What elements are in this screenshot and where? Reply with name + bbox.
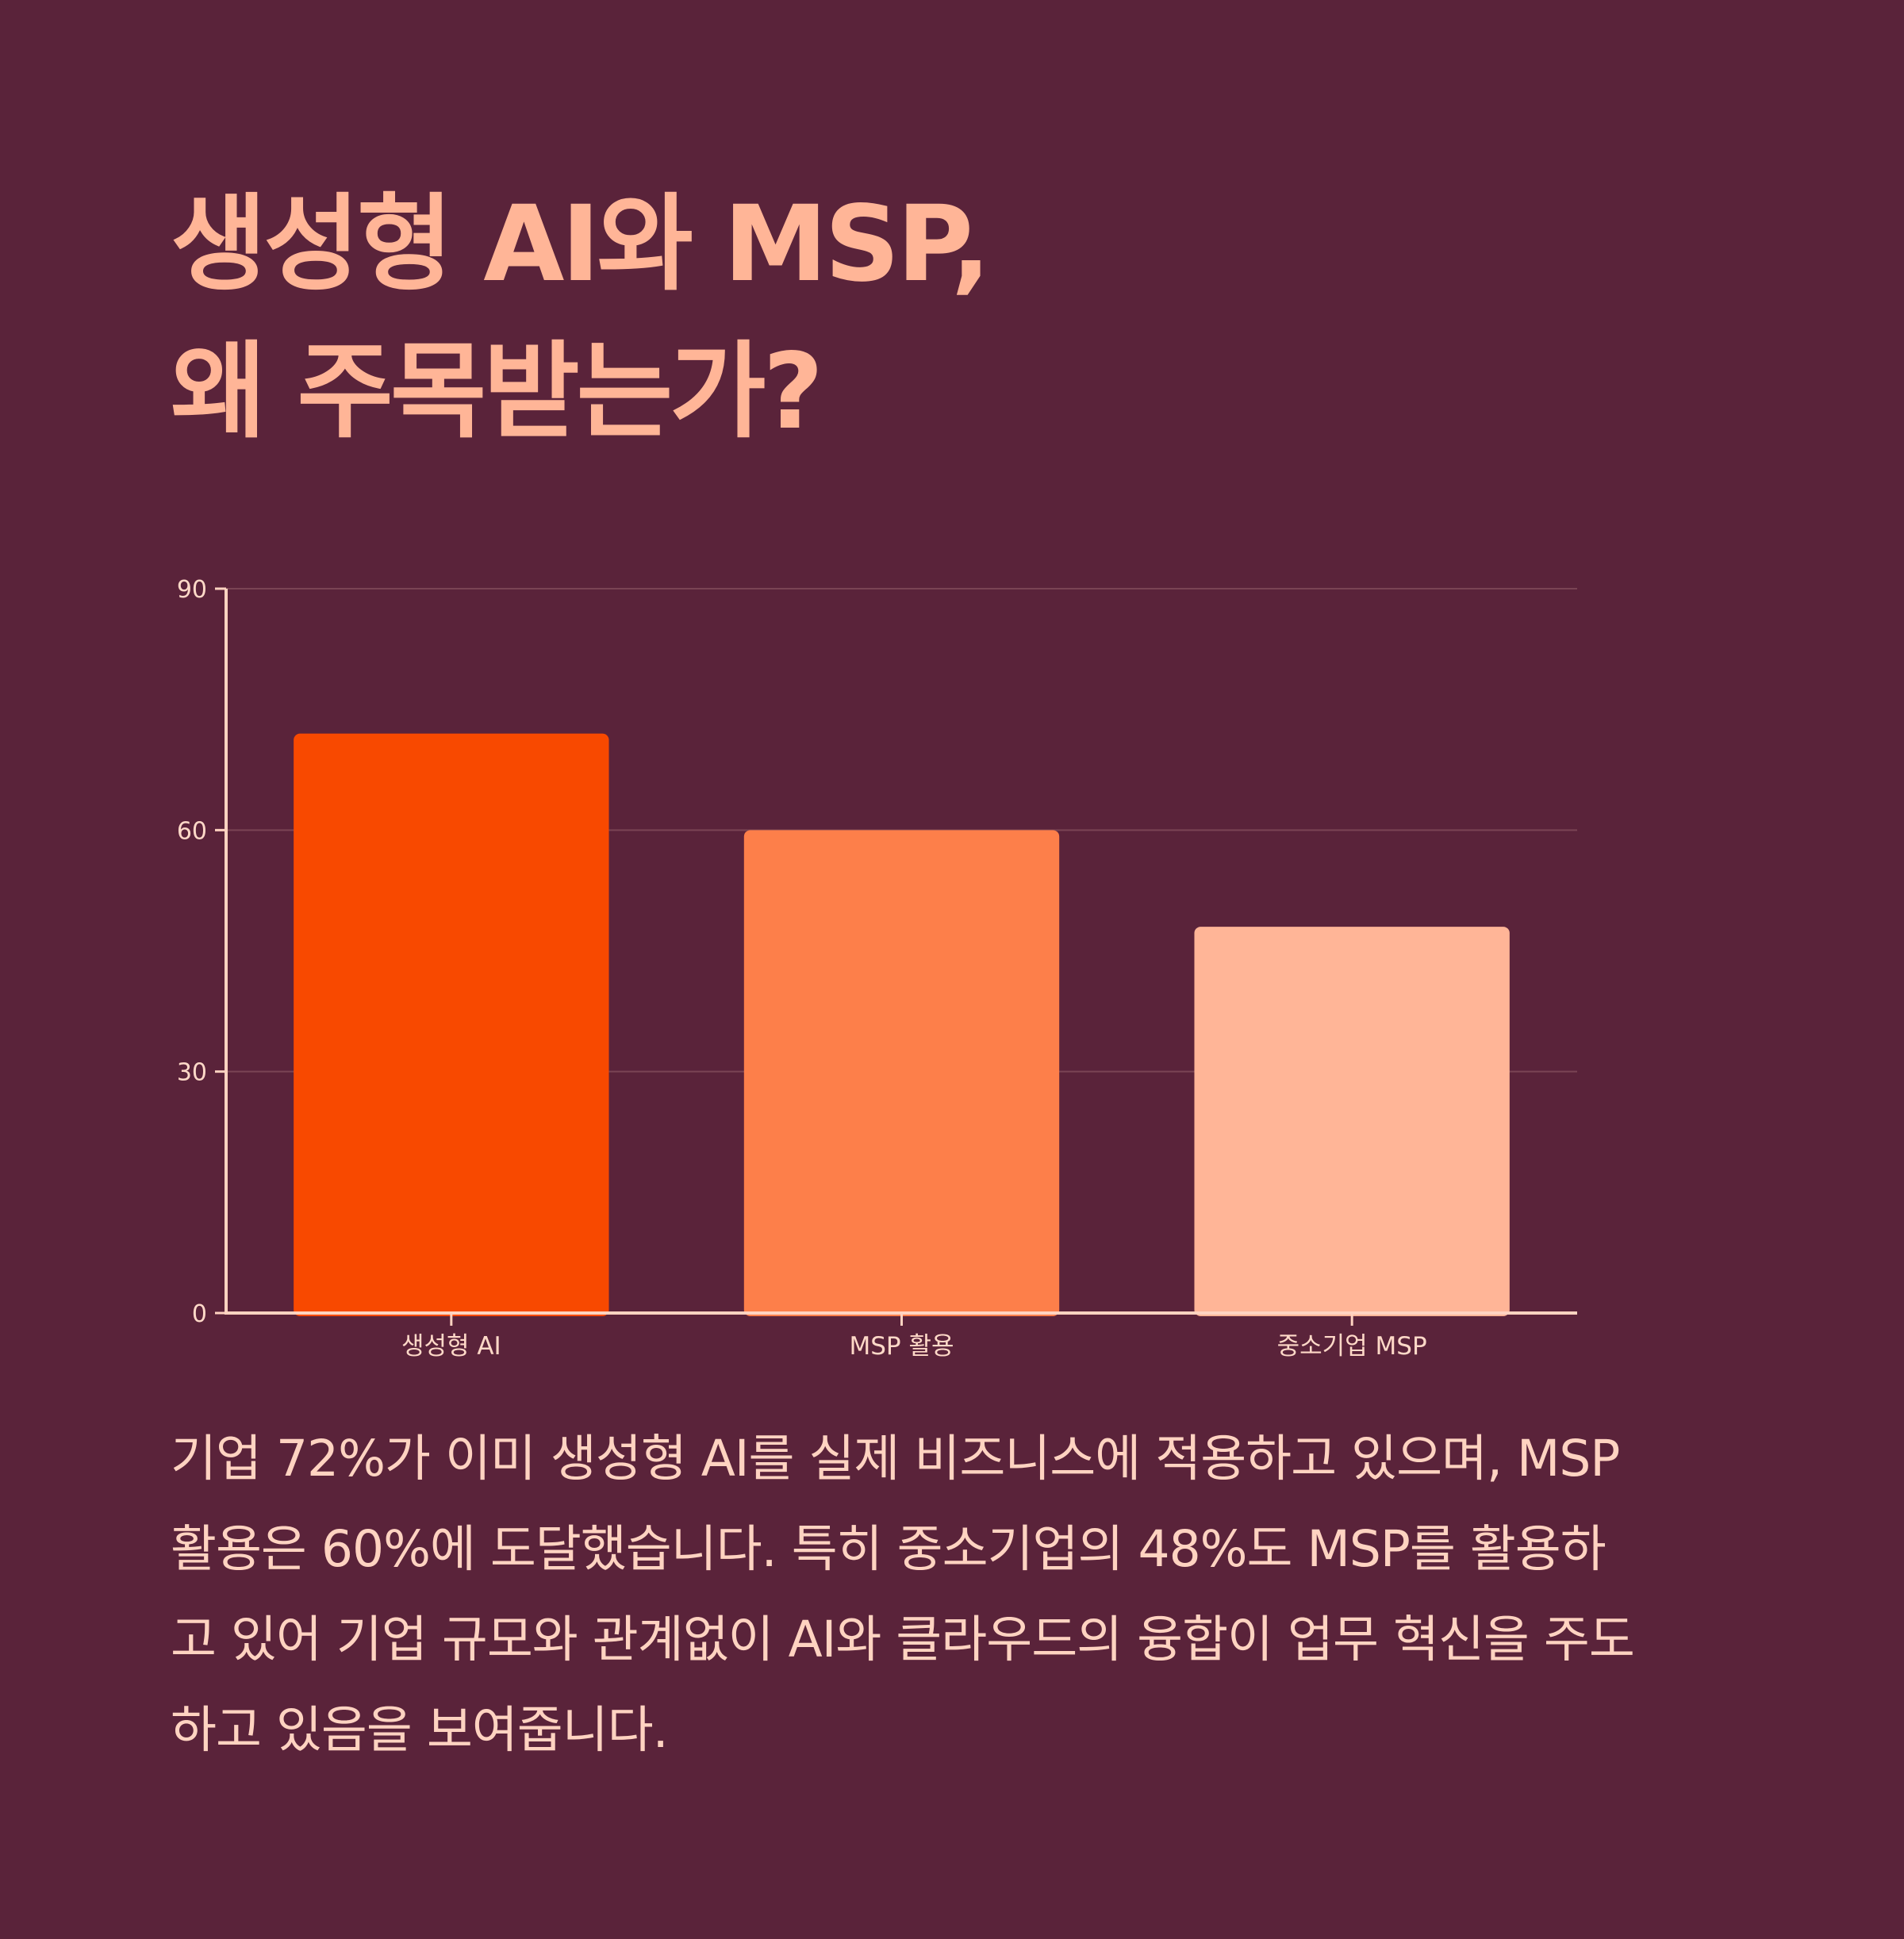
y-tick-label: 90: [177, 576, 207, 604]
y-tick-label: 0: [192, 1300, 207, 1328]
y-tick-label: 60: [177, 817, 207, 845]
x-tick-label: 생성형 AI: [401, 1332, 501, 1361]
x-axis-ticks: 생성형 AI MSP 활용 중소기업 MSP: [401, 1313, 1427, 1361]
description-line-2: 활용은 60%에 도달했습니다. 특히 중소기업의 48%도 MSP를 활용하: [171, 1520, 1606, 1578]
x-tick-label: MSP 활용: [849, 1332, 954, 1361]
y-tick-label: 30: [177, 1059, 207, 1087]
bar: [743, 830, 1060, 1316]
description-text: 기업 72%가 이미 생성형 AI를 실제 비즈니스에 적용하고 있으며, MS…: [171, 1414, 1757, 1776]
title-line-2: 왜 주목받는가?: [171, 331, 823, 453]
description-line-1: 기업 72%가 이미 생성형 AI를 실제 비즈니스에 적용하고 있으며, MS…: [171, 1430, 1620, 1488]
description-line-3: 고 있어 기업 규모와 관계없이 AI와 클라우드의 융합이 업무 혁신을 주도: [171, 1611, 1635, 1668]
description-line-4: 하고 있음을 보여줍니다.: [171, 1701, 669, 1759]
page-title: 생성형 AI와 MSP, 왜 주목받는가?: [171, 171, 991, 466]
bars: [294, 733, 1510, 1316]
title-line-1: 생성형 AI와 MSP,: [171, 183, 991, 305]
y-axis-ticks: 0 30 60 90: [177, 576, 226, 1328]
x-tick-label: 중소기업 MSP: [1277, 1332, 1427, 1361]
bar: [294, 733, 609, 1316]
bar: [1194, 927, 1510, 1316]
